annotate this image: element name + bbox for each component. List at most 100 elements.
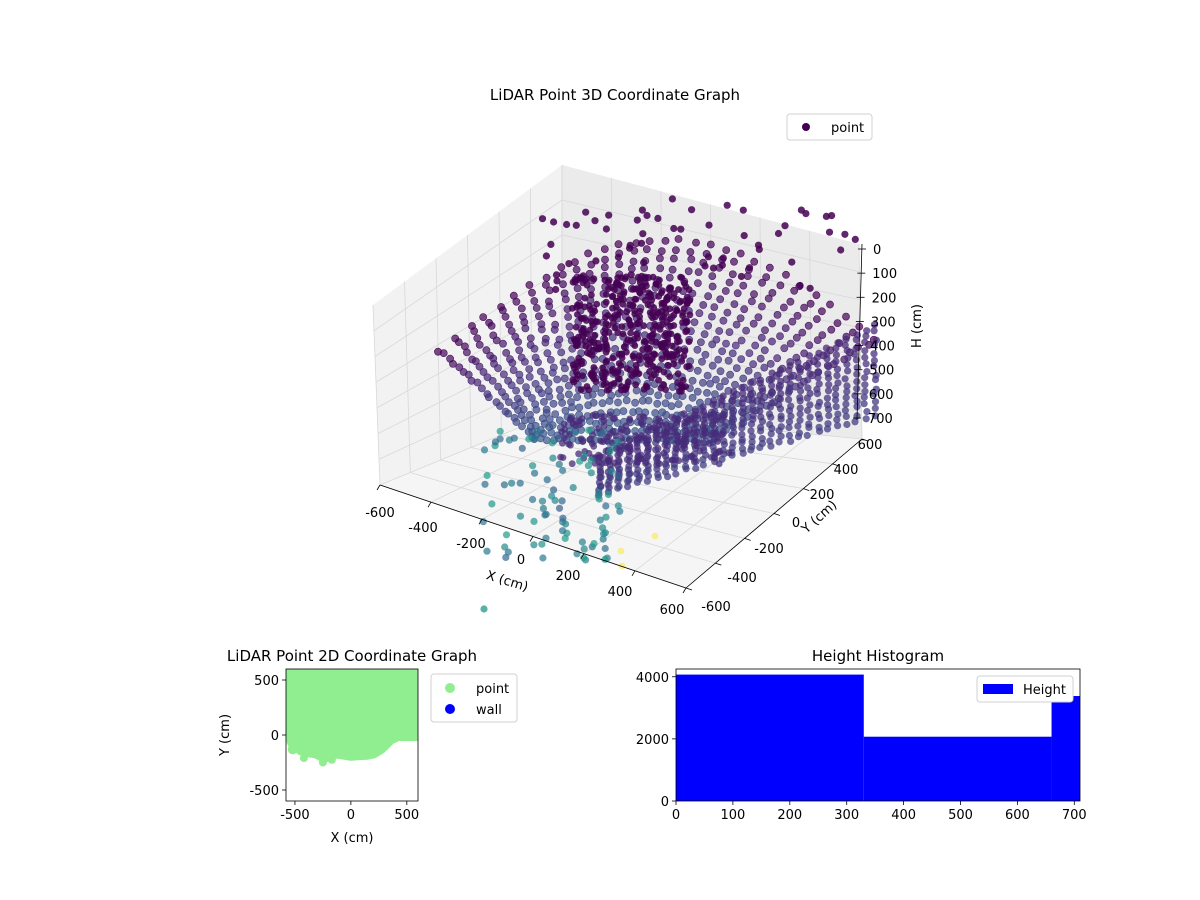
- data-point: [684, 267, 693, 276]
- data-point: [825, 228, 834, 236]
- data-point: [559, 280, 567, 289]
- data-point: [761, 326, 769, 335]
- data-point: [532, 405, 541, 414]
- z-tick-label: 400: [870, 340, 895, 355]
- data-point: [708, 340, 717, 349]
- data-point: [786, 339, 795, 348]
- data-point: [695, 309, 704, 318]
- data-point: [602, 225, 611, 233]
- data-point: [668, 195, 677, 203]
- data-point: [656, 254, 664, 263]
- data-point: [560, 374, 569, 383]
- data-point: [557, 348, 566, 357]
- data-point: [756, 443, 764, 452]
- data-point: [536, 367, 545, 376]
- chart-title-3d: LiDAR Point 3D Coordinate Graph: [490, 86, 740, 104]
- data-point: [656, 276, 663, 284]
- data-point: [739, 449, 747, 457]
- data-point: [642, 245, 651, 254]
- legend-label-wall: wall: [476, 703, 502, 718]
- data-point: [548, 439, 556, 447]
- data-point: [668, 413, 676, 421]
- data-point: [768, 288, 777, 297]
- data-point: [708, 361, 717, 370]
- data-point: [664, 473, 672, 481]
- data-point: [843, 346, 851, 355]
- data-point: [533, 427, 542, 435]
- data-point: [806, 401, 814, 409]
- data-point: [844, 354, 852, 362]
- data-point: [558, 270, 567, 279]
- data-point: [682, 328, 690, 336]
- grid-line: [404, 281, 411, 473]
- data-point: [502, 531, 511, 539]
- data-point: [669, 456, 677, 464]
- data-point: [843, 360, 851, 368]
- data-point: [658, 355, 666, 363]
- data-point: [683, 363, 691, 371]
- data-point: [796, 397, 804, 405]
- data-point: [654, 454, 662, 461]
- data-point: [575, 403, 584, 412]
- data-point: [841, 230, 849, 238]
- data-point: [666, 373, 674, 380]
- data-point: [565, 322, 574, 331]
- data-point: [526, 334, 535, 343]
- data-point: [565, 390, 573, 399]
- x-ticks-2d: -500 0 500: [280, 801, 419, 823]
- data-point: [627, 329, 634, 337]
- data-point: [477, 384, 486, 393]
- data-point: [657, 341, 665, 349]
- data-point: [579, 326, 587, 334]
- data-point: [815, 414, 824, 422]
- data-point: [618, 323, 626, 330]
- data-point: [645, 237, 654, 245]
- data-point: [842, 400, 850, 408]
- data-point: [507, 381, 516, 390]
- data-point: [608, 467, 616, 475]
- data-point: [863, 327, 871, 335]
- plot-3d: LiDAR Point 3D Coordinate Graph -600 -400…: [365, 86, 925, 618]
- x-tick-label: 300: [834, 808, 859, 823]
- data-point: [698, 357, 706, 366]
- data-point: [552, 271, 561, 279]
- data-point: [529, 495, 537, 504]
- data-point: [564, 313, 572, 321]
- data-point: [596, 453, 604, 460]
- data-point: [674, 235, 683, 243]
- data-point: [559, 466, 567, 475]
- data-point: [512, 418, 521, 426]
- data-point: [825, 381, 833, 389]
- data-point: [654, 308, 662, 316]
- data-point: [785, 396, 793, 404]
- data-point: [586, 326, 594, 334]
- data-point: [715, 460, 723, 468]
- data-point: [670, 254, 678, 263]
- data-point: [521, 357, 529, 366]
- data-point: [525, 281, 534, 289]
- data-point: [643, 211, 651, 220]
- data-point: [578, 415, 586, 423]
- data-point: [628, 276, 637, 285]
- x-tick: [682, 587, 687, 594]
- data-point: [756, 379, 764, 387]
- data-point: [861, 353, 869, 361]
- data-point: [480, 605, 488, 613]
- data-point: [439, 349, 448, 357]
- data-point: [638, 272, 646, 280]
- data-point: [768, 424, 776, 433]
- data-point: [818, 307, 826, 316]
- data-point: [686, 426, 694, 434]
- data-point: [766, 391, 774, 399]
- data-point: [518, 444, 526, 452]
- data-point: [603, 357, 611, 365]
- data-point: [813, 336, 822, 344]
- data-point: [601, 255, 609, 264]
- data-point: [590, 364, 598, 371]
- data-point: [721, 377, 729, 386]
- x-axis-label-3d: X (cm): [484, 568, 530, 595]
- data-point: [601, 368, 609, 376]
- data-point: [744, 366, 753, 375]
- data-point: [745, 349, 754, 357]
- data-point: [716, 367, 725, 376]
